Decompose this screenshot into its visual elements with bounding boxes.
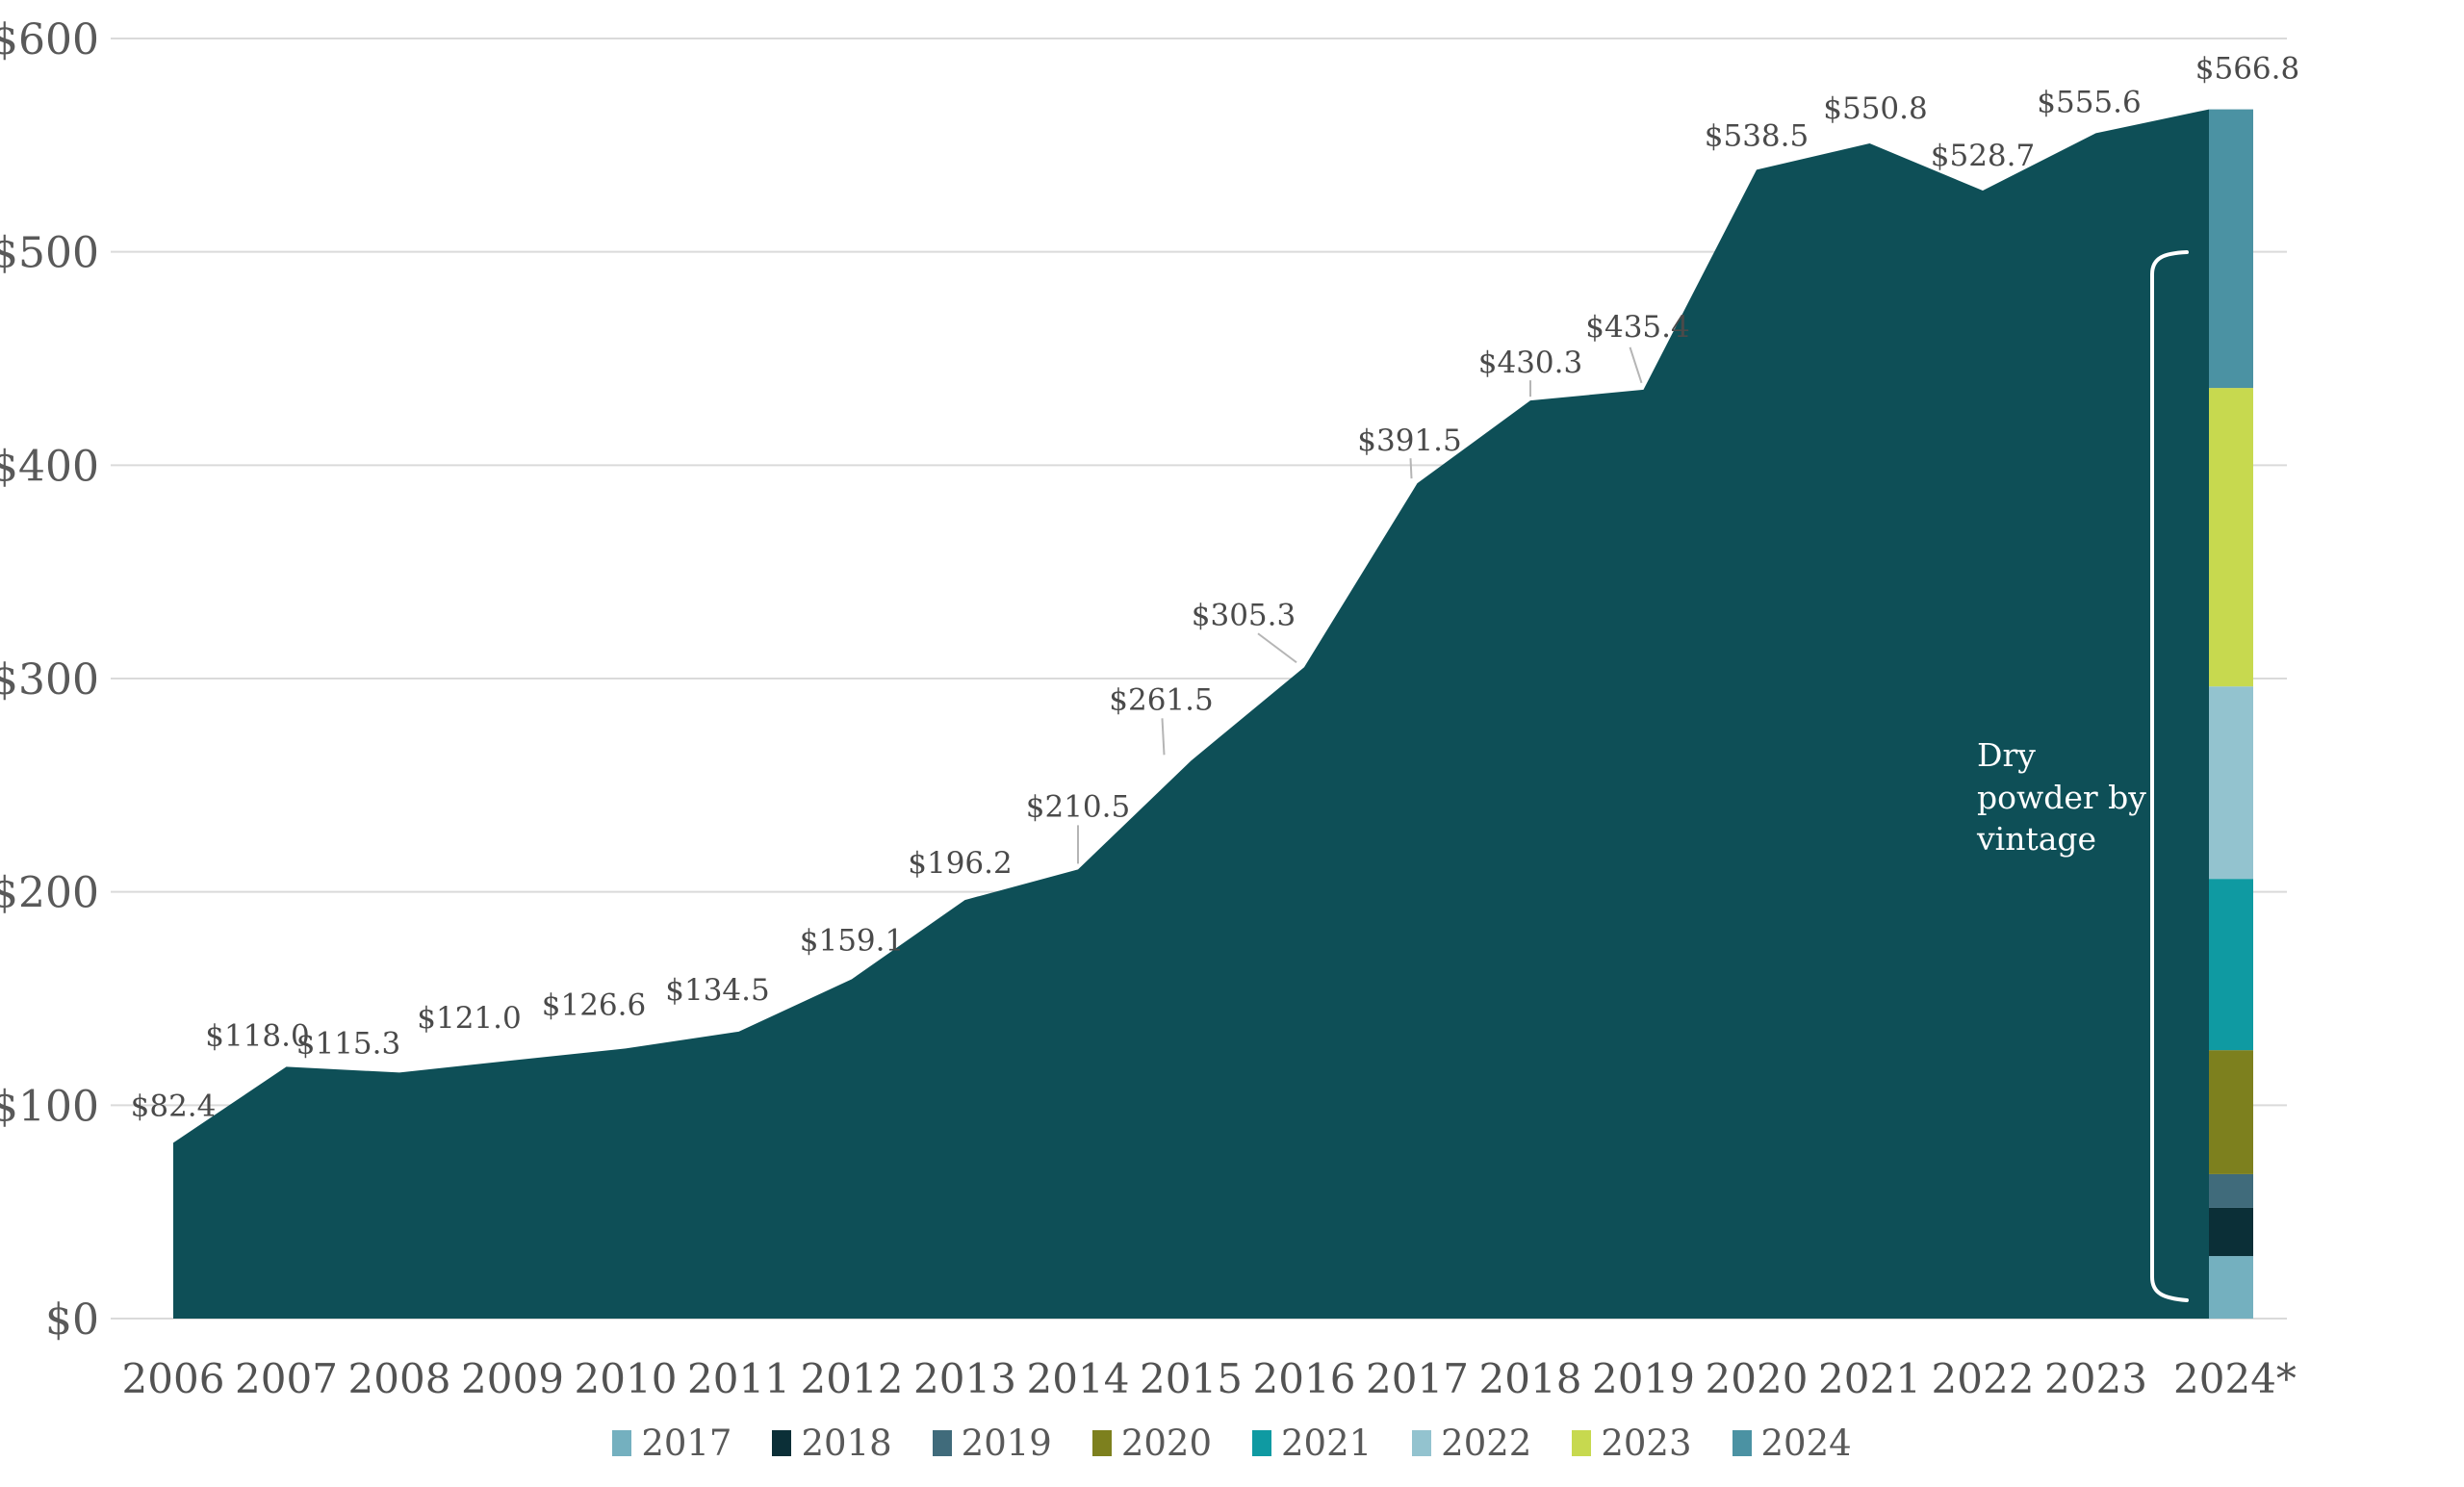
- legend-swatch-2021: [1252, 1430, 1271, 1456]
- data-point-label: $538.5: [1705, 118, 1809, 153]
- legend-label: 2022: [1441, 1423, 1532, 1464]
- legend-label: 2021: [1281, 1423, 1373, 1464]
- x-axis-tick-label: 2009: [461, 1355, 564, 1402]
- label-leader-line: [1409, 458, 1413, 479]
- legend-item-2020: 2020: [1091, 1423, 1212, 1464]
- legend-swatch-2024: [1732, 1430, 1752, 1456]
- legend-label: 2023: [1601, 1423, 1692, 1464]
- data-point-label: $121.0: [417, 1001, 521, 1036]
- dry-powder-annotation: Dry powder by vintage: [1977, 736, 2146, 859]
- vintage-bracket: [2150, 250, 2189, 1302]
- dry-powder-bar-segment-2017: [2209, 1256, 2253, 1319]
- data-point-label: $391.5: [1357, 423, 1461, 458]
- data-point-label: $115.3: [296, 1026, 400, 1061]
- legend-item-2022: 2022: [1412, 1423, 1531, 1464]
- x-axis-tick-label: 2020: [1706, 1355, 1809, 1402]
- label-leader-line: [1629, 346, 1643, 384]
- x-axis-tick-label: 2022: [1932, 1355, 2035, 1402]
- legend-label: 2024: [1760, 1423, 1852, 1464]
- legend-item-2023: 2023: [1572, 1423, 1692, 1464]
- label-leader-line: [1161, 718, 1166, 756]
- x-axis-tick-label: 2008: [348, 1355, 451, 1402]
- data-point-label: $550.8: [1823, 91, 1927, 126]
- legend-item-2019: 2019: [932, 1423, 1052, 1464]
- total-dry-powder-area: [173, 109, 2209, 1319]
- x-axis-tick-label: 2010: [575, 1355, 678, 1402]
- y-axis-tick-label: $600: [0, 15, 99, 64]
- legend-label: 2017: [641, 1423, 732, 1464]
- dry-powder-bar-segment-2019: [2209, 1173, 2253, 1208]
- y-axis-tick-label: $300: [0, 655, 99, 705]
- data-point-label: $555.6: [2037, 85, 2141, 119]
- x-axis-tick-label: 2006: [122, 1355, 225, 1402]
- legend-swatch-2020: [1091, 1430, 1112, 1456]
- y-axis-tick-label: $200: [0, 869, 99, 918]
- legend-swatch-2022: [1412, 1430, 1432, 1456]
- legend-swatch-2023: [1572, 1430, 1592, 1456]
- dry-powder-bar-segment-2024: [2209, 109, 2253, 389]
- x-axis-tick-label: 2016: [1253, 1355, 1356, 1402]
- x-axis-tick-label: 2018: [1479, 1355, 1582, 1402]
- x-axis-tick-label: 2012: [801, 1355, 904, 1402]
- data-point-label: $305.3: [1192, 598, 1296, 632]
- x-axis-tick-label: 2014: [1027, 1355, 1130, 1402]
- x-axis-tick-label: 2019: [1592, 1355, 1695, 1402]
- legend-item-2018: 2018: [772, 1423, 892, 1464]
- legend-item-2021: 2021: [1252, 1423, 1372, 1464]
- data-point-label: $261.5: [1109, 682, 1213, 717]
- x-axis-tick-label: 2007: [235, 1355, 338, 1402]
- data-point-label: $528.7: [1931, 139, 2035, 173]
- legend: 2017 2018 2019 2020 2021 2022 2023 2024: [0, 1423, 2464, 1464]
- legend-swatch-2018: [772, 1430, 792, 1456]
- x-axis-tick-label: 2021: [1818, 1355, 1921, 1402]
- x-axis-tick-label: 2017: [1366, 1355, 1469, 1402]
- legend-item-2017: 2017: [612, 1423, 732, 1464]
- data-point-label: $196.2: [908, 846, 1012, 881]
- x-axis-tick-label: 2024*: [2173, 1355, 2297, 1402]
- y-axis-tick-label: $400: [0, 442, 99, 491]
- x-axis-tick-label: 2015: [1140, 1355, 1243, 1402]
- dry-powder-bar-segment-2022: [2209, 686, 2253, 880]
- y-axis-tick-label: $500: [0, 229, 99, 278]
- data-point-label: $118.0: [205, 1018, 309, 1053]
- data-point-label: $159.1: [800, 923, 904, 958]
- legend-label: 2018: [801, 1423, 892, 1464]
- label-leader-line: [1257, 632, 1297, 664]
- x-axis-tick-label: 2011: [687, 1355, 790, 1402]
- x-axis-tick-label: 2023: [2044, 1355, 2147, 1402]
- data-point-label: $210.5: [1026, 789, 1130, 824]
- data-point-label: $435.4: [1585, 310, 1689, 345]
- dry-powder-bar-segment-2018: [2209, 1207, 2253, 1257]
- x-axis-tick-label: 2013: [913, 1355, 1016, 1402]
- legend-swatch-2019: [932, 1430, 952, 1456]
- legend-label: 2019: [961, 1423, 1052, 1464]
- data-point-label: $566.8: [2195, 52, 2299, 87]
- data-point-label: $430.3: [1478, 346, 1582, 380]
- legend-label: 2020: [1120, 1423, 1212, 1464]
- data-point-label: $134.5: [665, 973, 769, 1008]
- dry-powder-bar-segment-2023: [2209, 388, 2253, 687]
- data-point-label: $126.6: [542, 987, 646, 1022]
- legend-item-2024: 2024: [1732, 1423, 1852, 1464]
- dry-powder-bar-segment-2021: [2209, 879, 2253, 1051]
- data-point-label: $82.4: [131, 1089, 217, 1123]
- legend-swatch-2017: [612, 1430, 632, 1456]
- y-axis-tick-label: $100: [0, 1082, 99, 1131]
- dry-powder-bar-segment-2020: [2209, 1050, 2253, 1174]
- y-axis-tick-label: $0: [45, 1295, 99, 1345]
